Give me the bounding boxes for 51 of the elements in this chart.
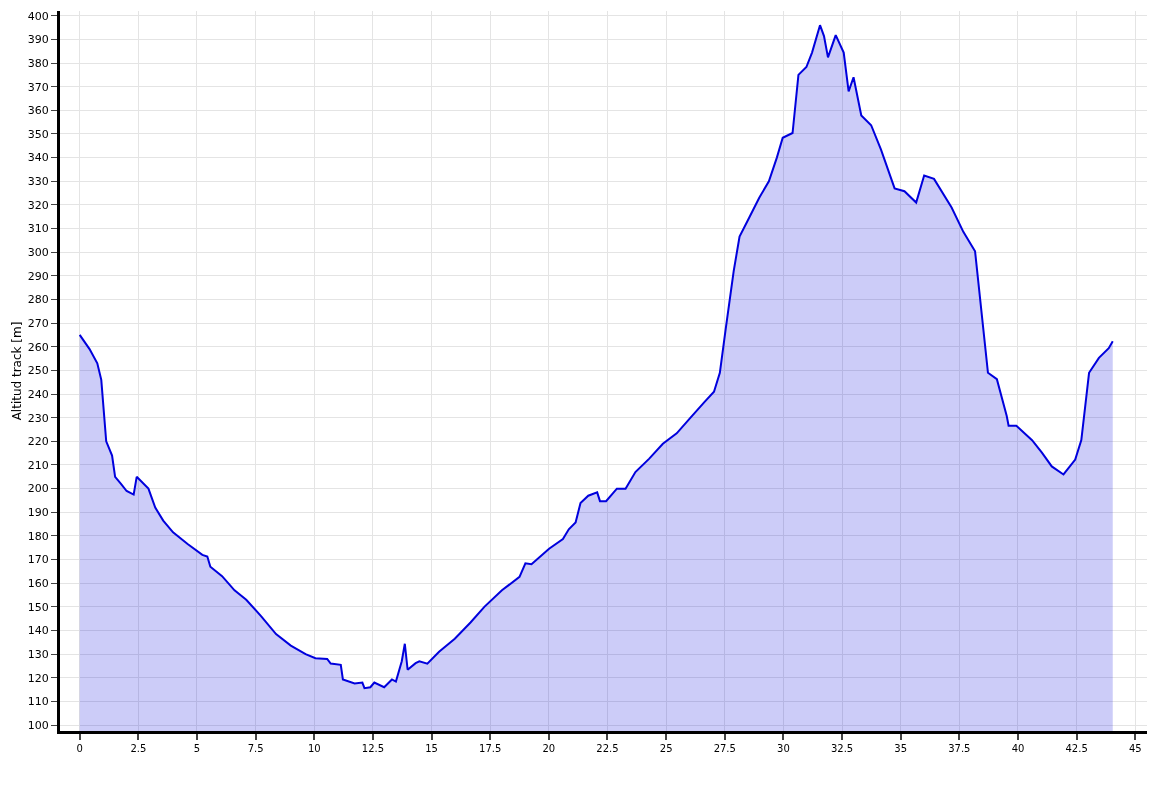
y-tick-label: 150 <box>27 600 49 614</box>
x-tick-label: 20 <box>542 743 556 754</box>
y-tick-label: 110 <box>27 695 49 709</box>
y-tick-label: 310 <box>27 222 49 236</box>
y-tick-label: 210 <box>27 458 49 472</box>
y-tick-label: 290 <box>27 269 49 283</box>
y-tick-label: 190 <box>27 506 49 520</box>
y-tick-label: 130 <box>27 648 49 661</box>
y-tick-label: 160 <box>27 577 49 591</box>
y-tick-label: 350 <box>27 127 49 141</box>
y-tick-label: 220 <box>27 435 49 449</box>
y-tick-label: 240 <box>27 387 49 401</box>
y-tick-label: 120 <box>27 671 49 685</box>
y-tick-label: 300 <box>27 246 49 260</box>
x-tick-label: 7.5 <box>247 743 264 754</box>
y-tick-label: 200 <box>27 482 49 496</box>
y-tick-label: 330 <box>27 175 49 189</box>
x-tick-label: 35 <box>894 743 908 754</box>
y-tick-label: 100 <box>27 718 49 732</box>
x-tick-label: 0 <box>76 743 83 754</box>
x-tick-label: 15 <box>425 743 438 754</box>
x-tick-label: 2.5 <box>130 743 147 754</box>
x-tick-label: 32.5 <box>830 743 854 754</box>
y-axis-title: Altitud track [m] <box>10 321 25 421</box>
x-tick-label: 5 <box>193 743 201 754</box>
y-tick-label: 390 <box>27 33 49 47</box>
y-tick-label: 230 <box>27 411 49 425</box>
y-tick-label: 270 <box>27 316 49 330</box>
y-tick-label: 280 <box>27 293 49 307</box>
y-tick-label: 360 <box>27 104 49 118</box>
x-tick-label: 17.5 <box>479 743 502 754</box>
x-tick-label: 42.5 <box>1065 743 1088 754</box>
x-tick-label: 12.5 <box>361 743 385 754</box>
x-tick-label: 40 <box>1011 743 1025 754</box>
y-tick-label: 400 <box>27 9 49 23</box>
x-tick-label: 37.5 <box>948 743 971 754</box>
y-tick-label: 250 <box>27 364 49 378</box>
x-tick-label: 25 <box>659 743 673 754</box>
x-tick-label: 45 <box>1128 743 1142 754</box>
y-tick-label: 260 <box>27 340 49 354</box>
y-tick-label: 180 <box>27 529 49 543</box>
x-tick-label: 22.5 <box>596 743 619 754</box>
y-tick-label: 170 <box>27 553 49 567</box>
y-tick-label: 140 <box>27 624 49 638</box>
y-tick-label: 370 <box>27 80 49 94</box>
y-tick-label: 320 <box>27 198 49 212</box>
x-tick-label: 30 <box>777 743 790 754</box>
y-tick-label: 380 <box>27 56 49 70</box>
y-tick-label: 340 <box>27 151 49 165</box>
x-tick-label: 27.5 <box>713 743 736 754</box>
x-tick-label: 10 <box>307 743 321 754</box>
